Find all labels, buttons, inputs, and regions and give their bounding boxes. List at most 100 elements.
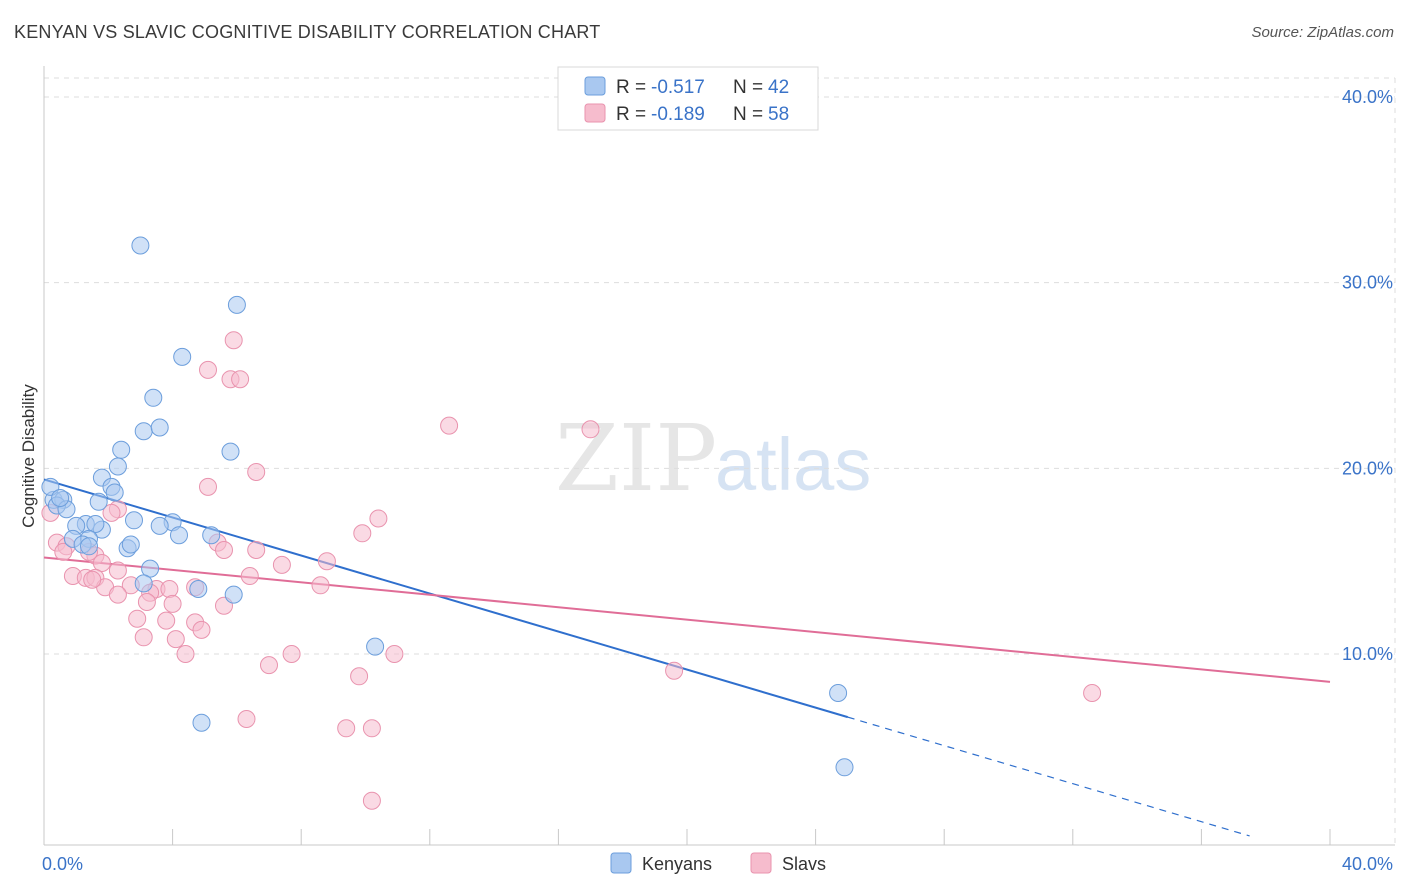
slavs-point-18: [317, 552, 336, 571]
slavs-point-9: [369, 509, 388, 528]
kenyans-point-36: [366, 637, 385, 656]
slavs-point-40: [128, 609, 147, 628]
slavs-point-35: [108, 585, 127, 604]
kenyans-point-34: [189, 580, 208, 598]
slavs-point-19: [272, 555, 291, 574]
y-tick-label-40: 40.0%: [1342, 87, 1393, 107]
kenyans-point-2: [173, 347, 192, 366]
x-tick-label-max: 40.0%: [1342, 854, 1393, 874]
slavs-trend-line: [43, 556, 1331, 683]
kenyans-trend-line: [43, 478, 849, 719]
slavs-point-6: [247, 463, 266, 481]
kenyans-trend-extension: [847, 716, 1250, 837]
y-tick-label-10: 10.0%: [1342, 644, 1393, 664]
slavs-point-57: [83, 570, 102, 589]
chart-title: KENYAN VS SLAVIC COGNITIVE DISABILITY CO…: [14, 22, 601, 42]
kenyans-point-35: [224, 585, 243, 604]
kenyans-point-25: [202, 526, 221, 545]
slavs-point-11: [102, 503, 121, 522]
slavs-point-55: [362, 719, 381, 738]
slavs-point-1: [199, 360, 217, 379]
slavs-point-56: [362, 791, 381, 810]
legend-swatch-slavs: [584, 103, 606, 123]
kenyans-point-0: [131, 236, 150, 255]
slavs-point-37: [137, 593, 156, 611]
slavs-point-45: [166, 630, 185, 649]
bottom-legend-label-kenyans: Kenyans: [642, 854, 712, 874]
axes: [43, 66, 1395, 846]
slavs-point-46: [176, 645, 195, 663]
legend-swatch-kenyans: [584, 76, 606, 96]
kenyans-point-41: [51, 489, 70, 507]
slavs-point-32: [160, 580, 179, 598]
slavs-point-52: [1083, 684, 1102, 702]
slavs-point-43: [192, 620, 211, 639]
slavs-point-49: [260, 656, 278, 675]
slavs-point-25: [240, 567, 259, 585]
kenyans-point-17: [125, 511, 143, 530]
kenyans-point-3: [144, 388, 163, 407]
trend-lines: [43, 478, 1331, 837]
kenyans-point-23: [150, 516, 169, 535]
slavs-point-10: [353, 524, 372, 543]
slavs-point-16: [215, 541, 233, 559]
legend-n-value-slavs: 58: [768, 104, 789, 125]
slavs-point-4: [440, 416, 459, 435]
kenyans-point-33: [134, 574, 153, 593]
slavs-point-41: [157, 611, 176, 630]
kenyans-point-39: [835, 758, 854, 777]
kenyans-point-5: [150, 418, 169, 437]
slavs-point-3: [231, 370, 250, 389]
data-points: [41, 236, 1102, 810]
kenyans-point-4: [134, 422, 153, 441]
legend-r-value-slavs: -0.189: [651, 104, 705, 125]
kenyans-point-11: [105, 483, 124, 502]
slavs-point-51: [350, 667, 369, 686]
slavs-point-0: [224, 331, 243, 350]
series-legend: Kenyans Slavs: [610, 852, 826, 874]
kenyans-point-29: [80, 537, 98, 556]
legend-n-label-kenyans: N =: [733, 77, 763, 98]
kenyans-point-8: [108, 457, 127, 476]
kenyans-point-37: [192, 713, 211, 732]
slavs-point-47: [282, 645, 301, 663]
x-tick-label-min: 0.0%: [42, 854, 83, 874]
slavs-point-7: [199, 477, 217, 496]
y-tick-label-20: 20.0%: [1342, 458, 1393, 478]
slavs-point-44: [134, 628, 153, 647]
kenyans-point-21: [86, 515, 105, 533]
bottom-legend-label-slavs: Slavs: [782, 854, 826, 874]
watermark-zip: ZIP: [555, 405, 717, 512]
slavs-point-20: [54, 542, 73, 561]
slavs-point-54: [337, 719, 356, 738]
slavs-point-24: [108, 561, 127, 580]
slavs-point-50: [665, 661, 684, 680]
kenyans-point-7: [221, 442, 240, 461]
correlation-legend: R = -0.517 N = 42 R = -0.189 N = 58: [557, 66, 819, 131]
slavs-point-5: [581, 420, 600, 439]
kenyans-point-1: [227, 295, 246, 314]
kenyans-point-38: [829, 684, 848, 702]
slavs-point-38: [163, 594, 182, 613]
kenyans-point-24: [170, 526, 188, 545]
slavs-point-29: [311, 576, 330, 595]
slavs-point-23: [92, 554, 111, 572]
bottom-legend-swatch-kenyans: [610, 852, 632, 874]
bottom-legend-swatch-slavs: [750, 852, 772, 874]
kenyans-point-16: [89, 492, 108, 511]
legend-r-label-kenyans: R =: [616, 77, 646, 98]
y-axis-title: Cognitive Disability: [19, 384, 38, 528]
watermark-atlas: atlas: [715, 423, 871, 506]
source-credit: Source: ZipAtlas.com: [1251, 24, 1394, 41]
slavs-point-17: [247, 541, 266, 559]
kenyans-point-31: [121, 535, 140, 554]
kenyans-point-6: [112, 440, 131, 459]
slavs-point-53: [237, 710, 256, 728]
slavs-point-48: [385, 645, 404, 663]
legend-r-value-kenyans: -0.517: [651, 77, 705, 98]
legend-n-label-slavs: N =: [733, 104, 763, 125]
y-tick-label-30: 30.0%: [1342, 273, 1393, 293]
tick-labels: 10.0% 20.0% 30.0% 40.0% 0.0% 40.0%: [42, 87, 1393, 874]
legend-r-label-slavs: R =: [616, 104, 646, 125]
